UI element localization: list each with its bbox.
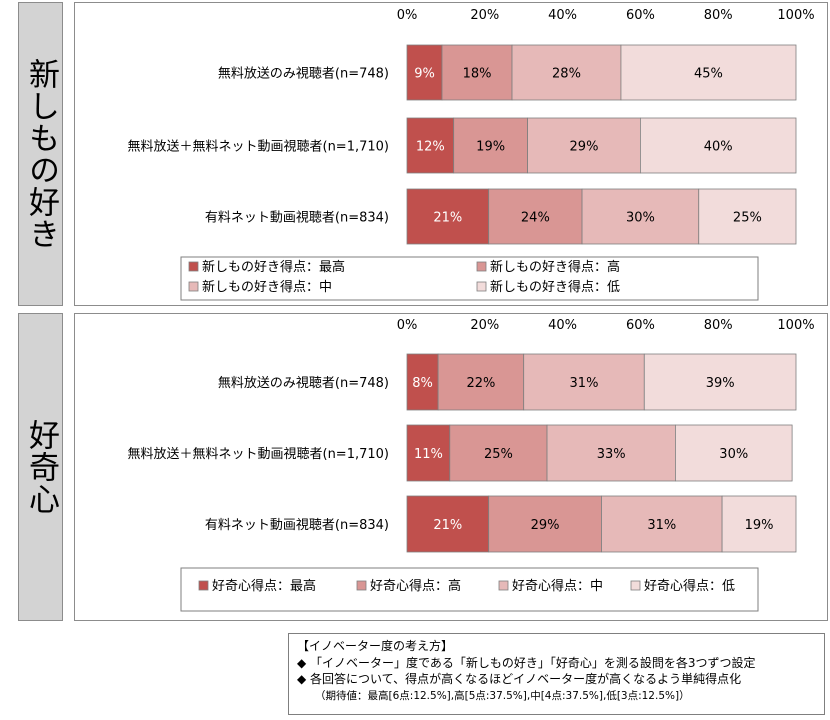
legend-swatch (356, 580, 367, 591)
x-tick-label: 40% (548, 8, 577, 23)
legend-label: 新しもの好き得点：高 (490, 259, 620, 275)
data-label: 30% (719, 447, 748, 462)
category-label: 無料放送のみ視聴者(n=748) (218, 376, 389, 391)
bar-segment (406, 188, 490, 245)
bar-segment (640, 117, 797, 174)
category-label: 無料放送のみ視聴者(n=748) (218, 67, 389, 82)
data-label: 18% (463, 67, 492, 82)
bar-segment (406, 44, 443, 101)
bar-segment (488, 495, 602, 553)
bar-segment (453, 117, 528, 174)
legend-label: 新しもの好き得点：中 (202, 279, 332, 295)
legend-label: 好奇心得点：高 (370, 578, 461, 594)
data-label: 9% (414, 67, 435, 82)
data-label: 25% (484, 447, 513, 462)
data-label: 19% (745, 518, 774, 533)
legend-label: 新しもの好き得点：低 (490, 279, 620, 295)
x-tick-label: 100% (777, 8, 814, 23)
data-label: 33% (597, 447, 626, 462)
side-label-curiosity: 好奇心 (18, 313, 63, 621)
category-label: 無料放送＋無料ネット動画視聴者(n=1,710) (128, 447, 390, 462)
x-tick-label: 60% (626, 8, 655, 23)
data-label: 31% (647, 518, 676, 533)
data-label: 31% (570, 376, 599, 391)
legend-swatch (498, 580, 509, 591)
x-tick-label: 40% (548, 318, 577, 333)
legend-box (180, 567, 759, 612)
side-label-novelty: 新しもの好き (18, 2, 63, 306)
bar-segment (527, 117, 641, 174)
legend-label: 好奇心得点：最高 (212, 578, 316, 594)
category-label: 有料ネット動画視聴者(n=834) (205, 518, 389, 533)
data-label: 30% (626, 211, 655, 226)
data-label: 21% (433, 211, 462, 226)
legend-label: 新しもの好き得点：最高 (202, 259, 345, 275)
note-bullet-2: ◆ 各回答について、得点が高くなるほどイノベーター度が高くなるよう単純得点化 (297, 672, 742, 686)
data-label: 19% (476, 140, 505, 155)
bar-segment (620, 44, 797, 101)
side-label-curiosity-text: 好奇心 (23, 419, 59, 515)
data-label: 40% (704, 140, 733, 155)
legend-label: 好奇心得点：中 (512, 578, 603, 594)
bar-segment (698, 188, 797, 245)
chart-panel-novelty: 0% 20% 40% 60% 80% 100% 無料放送のみ視聴者(n=748) 9% 18% 2… (74, 2, 828, 306)
legend-swatch (188, 281, 199, 292)
legend-swatch (476, 281, 487, 292)
bar-segment (406, 353, 439, 411)
data-label: 22% (466, 376, 495, 391)
bar-segment (546, 424, 676, 482)
data-label: 39% (706, 376, 735, 391)
data-label: 29% (531, 518, 560, 533)
data-label: 25% (733, 211, 762, 226)
legend-swatch (476, 261, 487, 272)
legend-swatch (630, 580, 641, 591)
note-title: 【イノベーター度の考え方】 (297, 639, 454, 653)
note-bullet-1: ◆ 「イノベーター」度である「新しもの好き」「好奇心」を測る設問を各3つずつ設定 (297, 655, 756, 670)
category-label: 無料放送＋無料ネット動画視聴者(n=1,710) (128, 140, 390, 155)
bar-segment (488, 188, 583, 245)
note-expected: （期待値：最高[6点:12.5%],高[5点:37.5%],中[4点:37.5%… (315, 689, 690, 702)
bar-segment (721, 495, 797, 553)
legend-swatch (188, 261, 199, 272)
x-tick-label: 20% (470, 8, 499, 23)
x-tick-label: 100% (777, 318, 814, 333)
data-label: 12% (416, 140, 445, 155)
note-box: 【イノベーター度の考え方】 ◆ 「イノベーター」度である「新しもの好き」「好奇心… (288, 633, 825, 715)
category-label: 有料ネット動画視聴者(n=834) (205, 211, 389, 226)
data-label: 28% (552, 67, 581, 82)
bar-segment (523, 353, 645, 411)
x-tick-label: 20% (470, 318, 499, 333)
bar-segment (406, 424, 451, 482)
side-label-novelty-text: 新しもの好き (23, 58, 59, 250)
legend-swatch (198, 580, 209, 591)
data-label: 24% (521, 211, 550, 226)
x-tick-label: 60% (626, 318, 655, 333)
legend-box (180, 256, 759, 301)
bar-segment (643, 353, 797, 411)
bar-segment (406, 117, 455, 174)
legend-label: 好奇心得点：低 (644, 578, 735, 594)
bar-segment (511, 44, 622, 101)
data-label: 29% (570, 140, 599, 155)
data-label: 45% (694, 67, 723, 82)
bar-segment (675, 424, 793, 482)
x-tick-label: 0% (397, 8, 418, 23)
data-label: 21% (433, 518, 462, 533)
x-tick-label: 0% (397, 318, 418, 333)
bar-segment (406, 495, 490, 553)
x-tick-label: 80% (704, 318, 733, 333)
data-label: 8% (412, 376, 433, 391)
chart-curiosity: 0% 20% 40% 60% 80% 100% 無料放送のみ視聴者(n=748) 8% 22% 3… (128, 318, 815, 612)
bar-segment (449, 424, 548, 482)
chart-novelty: 0% 20% 40% 60% 80% 100% 無料放送のみ視聴者(n=748) 9% 18% 2… (128, 8, 815, 301)
bar-segment (441, 44, 513, 101)
chart-panel-curiosity: 0% 20% 40% 60% 80% 100% 無料放送のみ視聴者(n=748) 8% 22% 3… (74, 313, 828, 621)
x-tick-label: 80% (704, 8, 733, 23)
data-label: 11% (414, 447, 443, 462)
